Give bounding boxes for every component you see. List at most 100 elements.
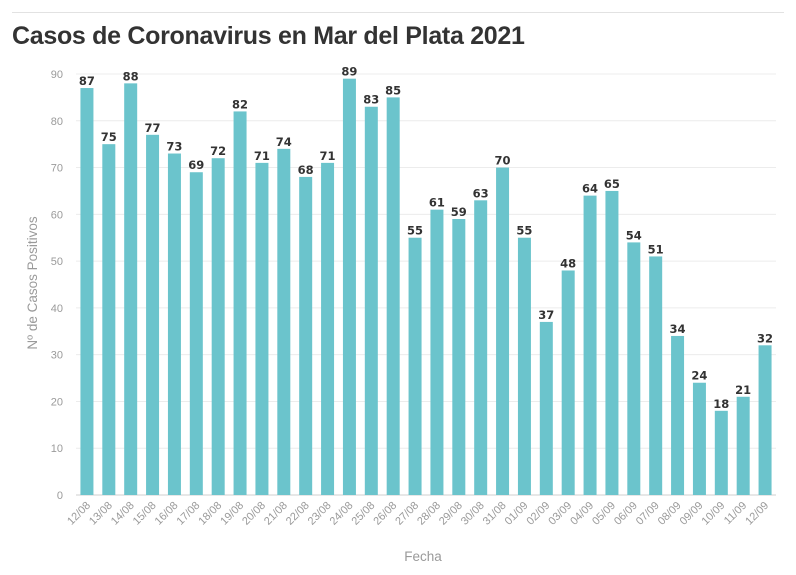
bar	[146, 134, 160, 496]
bar	[277, 148, 291, 495]
bar	[167, 153, 181, 495]
bar-value-label: 77	[145, 121, 161, 135]
bar-value-label: 88	[123, 69, 139, 83]
x-tick-label: 16/08	[153, 500, 181, 528]
gridlines	[76, 73, 776, 496]
bar-value-label: 69	[188, 158, 204, 172]
bar-value-label: 24	[691, 369, 707, 383]
bar	[299, 176, 313, 495]
x-tick-label: 11/09	[722, 500, 749, 527]
y-tick-label: 40	[51, 303, 63, 315]
top-divider	[12, 12, 784, 13]
x-tick-label: 03/09	[546, 500, 574, 528]
bar	[408, 237, 422, 495]
x-tick-label: 31/08	[481, 500, 509, 528]
bar	[649, 256, 663, 495]
bar-value-label: 85	[385, 83, 401, 97]
x-tick-label: 07/09	[634, 500, 662, 528]
x-tick-label: 27/08	[393, 500, 421, 528]
bar	[452, 219, 466, 495]
x-tick-label: 06/09	[612, 500, 640, 528]
bar	[561, 270, 575, 495]
bar	[430, 209, 444, 495]
y-axis-title: Nº de Casos Positivos	[25, 216, 40, 349]
bar-value-label: 68	[298, 163, 314, 177]
x-tick-label: 15/08	[131, 500, 159, 528]
y-axis-ticks: 0 10 20 30 40 50 60 70 80 90	[51, 69, 63, 502]
x-tick-label: 10/09	[699, 500, 727, 528]
bar	[233, 111, 247, 495]
bar-value-label: 54	[626, 228, 642, 242]
bar-value-label: 59	[451, 205, 467, 219]
bar-value-label: 74	[276, 135, 292, 149]
chart-title: Casos de Coronavirus en Mar del Plata 20…	[12, 22, 525, 50]
bar-value-label: 82	[232, 97, 248, 111]
bar-value-label: 71	[320, 149, 336, 163]
bar-value-label: 70	[495, 154, 511, 168]
bar-value-label: 18	[713, 397, 729, 411]
bar	[474, 200, 488, 496]
x-tick-label: 22/08	[284, 500, 312, 528]
bars	[80, 78, 772, 496]
y-tick-label: 60	[51, 209, 63, 221]
x-tick-label: 14/08	[109, 500, 137, 528]
data-labels: 87 75 88 77 73 69 72 82 71 74 68 71 89 83 85 55 61 59 63 70…	[79, 65, 773, 411]
y-tick-label: 50	[51, 256, 63, 268]
y-tick-label: 20	[51, 396, 63, 408]
bar	[517, 237, 531, 495]
bar	[627, 242, 641, 495]
bar	[692, 382, 706, 495]
bar-value-label: 32	[757, 331, 773, 345]
bar-value-label: 48	[560, 256, 576, 270]
bar	[671, 335, 685, 495]
bar-value-label: 34	[670, 322, 686, 336]
x-tick-label: 24/08	[328, 500, 356, 528]
bar-value-label: 64	[582, 182, 598, 196]
x-tick-label: 18/08	[196, 500, 224, 528]
bar-value-label: 61	[429, 196, 445, 210]
x-tick-label: 01/09	[503, 500, 531, 528]
bar-value-label: 55	[516, 224, 532, 238]
bar	[102, 144, 116, 495]
x-tick-label: 23/08	[306, 500, 334, 528]
bar	[583, 195, 597, 495]
bar-value-label: 37	[538, 308, 554, 322]
x-tick-label: 13/08	[87, 500, 115, 528]
bar-value-label: 75	[101, 130, 117, 144]
bar	[80, 88, 94, 496]
x-tick-label: 04/09	[568, 500, 596, 528]
bar-value-label: 87	[79, 74, 95, 88]
x-tick-label: 08/09	[656, 500, 684, 528]
y-tick-label: 0	[57, 490, 63, 502]
bar	[189, 172, 203, 495]
x-tick-label: 26/08	[371, 500, 399, 528]
y-tick-label: 70	[51, 163, 63, 175]
bar	[124, 83, 138, 495]
bar	[605, 190, 619, 495]
y-tick-label: 90	[51, 69, 63, 81]
x-tick-label: 09/09	[678, 500, 706, 528]
x-tick-label: 29/08	[437, 500, 465, 528]
bar	[736, 396, 750, 495]
bar-value-label: 83	[363, 93, 379, 107]
x-tick-label: 17/08	[174, 500, 202, 528]
bar	[364, 106, 378, 495]
bar-value-label: 65	[604, 177, 620, 191]
y-tick-label: 30	[51, 350, 63, 362]
bar-value-label: 63	[473, 186, 489, 200]
bar	[714, 410, 728, 495]
bar-value-label: 73	[166, 140, 182, 154]
bar-value-label: 89	[341, 65, 357, 79]
y-tick-label: 10	[51, 443, 63, 455]
x-tick-label: 25/08	[349, 500, 377, 528]
x-tick-label: 30/08	[459, 500, 487, 528]
x-tick-label: 19/08	[218, 500, 246, 528]
bar-value-label: 21	[735, 383, 751, 397]
x-tick-label: 21/08	[262, 500, 290, 528]
x-tick-label: 05/09	[590, 500, 618, 528]
bar	[321, 162, 335, 495]
bar-value-label: 55	[407, 224, 423, 238]
x-axis-title: Fecha	[404, 549, 442, 564]
x-tick-label: 20/08	[240, 500, 268, 528]
